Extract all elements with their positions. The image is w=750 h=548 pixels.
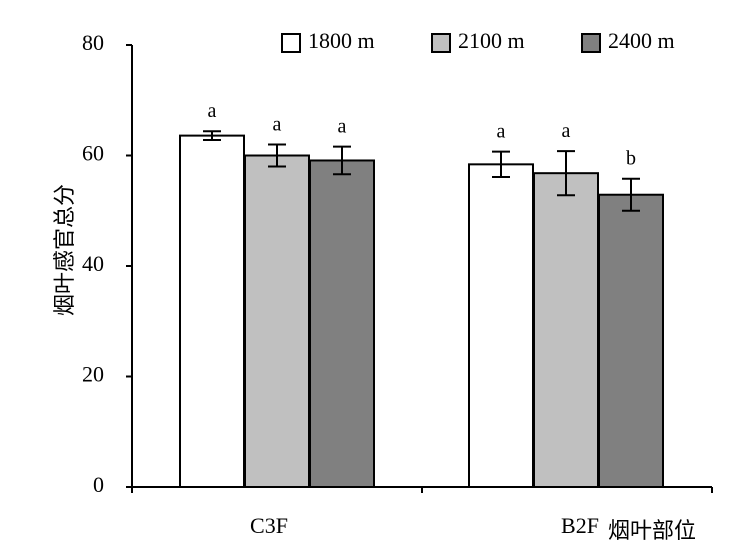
legend-swatch [281, 33, 301, 53]
bar [468, 163, 534, 488]
y-tick-label: 40 [82, 251, 104, 276]
bar [244, 154, 310, 488]
legend-label: 2400 m [608, 28, 675, 53]
y-tick-label: 80 [82, 30, 104, 55]
significance-label: a [273, 113, 282, 135]
y-tick-label: 20 [82, 362, 104, 387]
significance-label: a [562, 120, 571, 142]
significance-label: a [208, 100, 217, 122]
bar [309, 159, 375, 488]
significance-label: b [626, 148, 636, 170]
legend-label: 1800 m [308, 28, 375, 53]
significance-label: a [497, 121, 506, 143]
bar [533, 172, 599, 488]
significance-label: a [338, 116, 347, 138]
labels: a a a C3F a a b B2F [208, 100, 636, 538]
y-tick-label: 0 [93, 472, 104, 497]
x-axis-title: 烟叶部位 [608, 519, 696, 544]
x-tick-label: B2F [561, 513, 599, 538]
y-axis-title: 烟叶感官总分 [53, 184, 78, 316]
x-tick-label: C3F [250, 513, 288, 538]
legend: 1800 m 2100 m 2400 m [281, 28, 675, 53]
legend-swatch [581, 33, 601, 53]
legend-swatch [431, 33, 451, 53]
legend-label: 2100 m [458, 28, 525, 53]
bar [179, 134, 245, 489]
bars [179, 130, 664, 489]
bar [598, 193, 664, 488]
y-tick-label: 60 [82, 141, 104, 166]
